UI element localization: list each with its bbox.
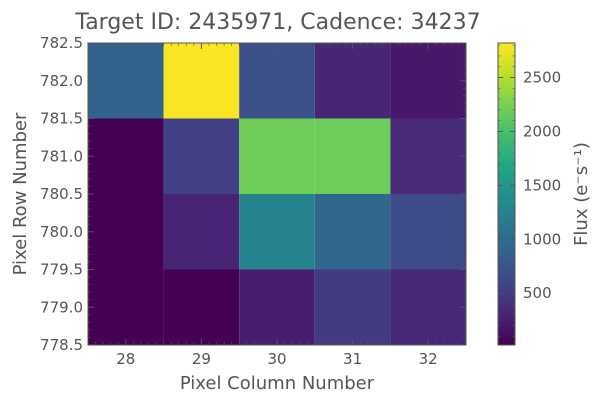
heatmap-cell xyxy=(390,194,466,270)
heatmap-cell xyxy=(390,118,466,194)
heatmap-cell xyxy=(390,43,466,119)
heatmap-cells xyxy=(88,43,466,345)
colorbar-tick-label: 1500 xyxy=(523,176,561,194)
y-tick-label: 782.5 xyxy=(40,34,83,52)
heatmap-cell xyxy=(239,118,315,194)
heatmap-cell xyxy=(314,118,391,194)
colorbar-tick-label: 2500 xyxy=(523,69,561,87)
y-tick-label: 780.0 xyxy=(40,223,83,241)
heatmap-cell xyxy=(314,194,391,270)
heatmap-cell xyxy=(314,269,391,345)
y-axis-label: Pixel Row Number xyxy=(10,112,31,275)
x-axis: 28 29 30 31 32 xyxy=(87,43,467,368)
colorbar xyxy=(497,42,516,346)
colorbar-tick-label: 500 xyxy=(523,284,552,302)
x-tick-label: 31 xyxy=(343,350,362,368)
colorbar-label: Flux (e⁻s⁻¹) xyxy=(571,142,592,246)
y-axis: 778.5 779.0 779.5 780.0 780.5 781.0 781.5 782.0… xyxy=(40,34,466,354)
heatmap-cell xyxy=(88,194,164,270)
y-tick-label: 779.5 xyxy=(40,261,83,279)
colorbar-axis: 500 1000 1500 2000 2500 xyxy=(498,44,561,337)
heatmap-cell xyxy=(314,43,391,119)
heatmap-cell xyxy=(88,43,164,119)
x-axis-label: Pixel Column Number xyxy=(180,373,375,394)
y-tick-label: 779.0 xyxy=(40,298,83,316)
heatmap-cell xyxy=(239,194,315,270)
chart-title: Target ID: 2435971, Cadence: 34237 xyxy=(74,10,480,35)
x-tick-label: 29 xyxy=(192,350,211,368)
heatmap-cell xyxy=(163,194,240,270)
y-tick-label: 778.5 xyxy=(40,336,83,354)
y-tick-label: 780.5 xyxy=(40,185,83,203)
heatmap-cell xyxy=(88,269,164,345)
colorbar-tick-label: 2000 xyxy=(523,122,561,140)
heatmap-cell xyxy=(163,118,240,194)
x-tick-label: 28 xyxy=(116,350,135,368)
heatmap-cell xyxy=(163,43,240,119)
heatmap-cell xyxy=(239,269,315,345)
y-tick-label: 781.0 xyxy=(40,147,83,165)
x-tick-label: 30 xyxy=(267,350,286,368)
heatmap-cell xyxy=(163,269,240,345)
heatmap-cell xyxy=(239,43,315,119)
y-tick-label: 781.5 xyxy=(40,110,83,128)
heatmap-cell xyxy=(390,269,466,345)
x-tick-label: 32 xyxy=(419,350,438,368)
colorbar-tick-label: 1000 xyxy=(523,230,561,248)
heatmap-cell xyxy=(88,118,164,194)
y-tick-label: 782.0 xyxy=(40,72,83,90)
